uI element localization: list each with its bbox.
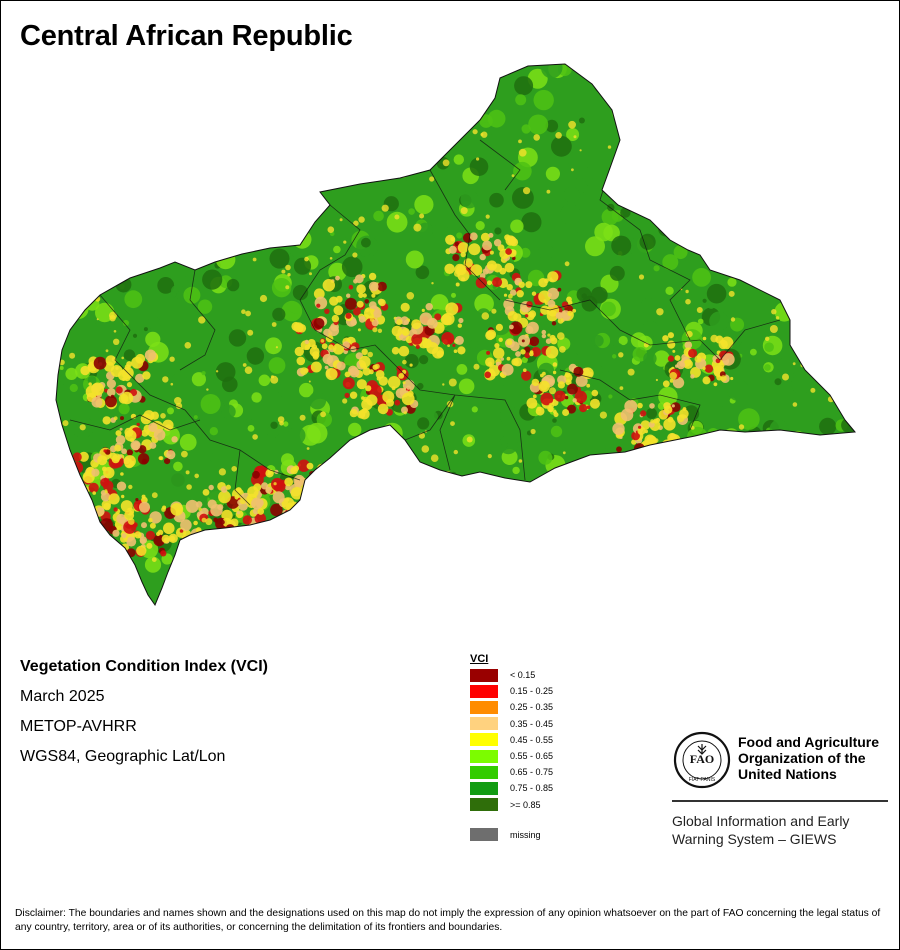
legend-item-missing: missing [470, 827, 553, 843]
date-label: March 2025 [20, 688, 105, 705]
legend-swatch [470, 798, 498, 812]
fao-name-line-1: Food and Agriculture [738, 734, 880, 750]
legend-item: 0.25 - 0.35 [470, 699, 553, 715]
legend-swatch [470, 733, 498, 747]
fao-divider [672, 800, 888, 802]
legend-swatch [470, 668, 498, 682]
legend-label-missing: missing [510, 829, 541, 840]
disclaimer: Disclaimer: The boundaries and names sho… [15, 908, 881, 933]
legend-label: 0.65 - 0.75 [510, 767, 554, 778]
legend-swatch [470, 684, 498, 698]
legend-item: < 0.15 [470, 667, 553, 683]
legend-swatch-missing [470, 828, 498, 842]
legend-swatch [470, 700, 498, 714]
admin-boundaries [69, 139, 781, 506]
legend-item: >= 0.85 [470, 797, 553, 813]
fao-name-line-3: United Nations [738, 766, 837, 782]
index-name: Vegetation Condition Index (VCI) [20, 658, 268, 675]
legend-item: 0.55 - 0.65 [470, 748, 553, 764]
fao-logo-text: FAO [690, 752, 714, 766]
giews-line-1: Global Information and Early [672, 813, 850, 829]
sensor-label: METOP-AVHRR [20, 718, 137, 735]
legend-item: 0.15 - 0.25 [470, 683, 553, 699]
legend-title: VCI [470, 653, 489, 665]
legend-item: 0.45 - 0.55 [470, 732, 553, 748]
projection-label: WGS84, Geographic Lat/Lon [20, 748, 226, 765]
vci-map [55, 63, 856, 606]
fao-name-line-2: Organization of the [738, 750, 866, 766]
legend-label: 0.75 - 0.85 [510, 783, 554, 794]
legend-label: 0.15 - 0.25 [510, 686, 554, 697]
legend-item: 0.75 - 0.85 [470, 780, 553, 796]
legend-label: >= 0.85 [510, 799, 541, 810]
fao-name: Food and Agriculture Organization of the… [738, 734, 898, 782]
giews-text: Global Information and Early Warning Sys… [672, 812, 900, 848]
legend: VCI < 0.15 0.15 - 0.25 0.25 - 0.35 0.35 - 0… [470, 653, 553, 843]
fao-logo-motto: FIAT PANIS [689, 777, 716, 783]
legend-label: 0.35 - 0.45 [510, 718, 554, 729]
legend-item: 0.35 - 0.45 [470, 716, 553, 732]
legend-label: 0.55 - 0.65 [510, 751, 554, 762]
legend-item: 0.65 - 0.75 [470, 764, 553, 780]
legend-swatch [470, 749, 498, 763]
legend-swatch [470, 765, 498, 779]
legend-swatch [470, 781, 498, 795]
fao-logo-icon: FAO FIAT PANIS [673, 731, 731, 789]
map-title: Central African Republic [20, 20, 353, 52]
map-info: Vegetation Condition Index (VCI) March 2… [20, 656, 268, 776]
giews-line-2: Warning System – GIEWS [672, 831, 837, 847]
legend-swatch [470, 717, 498, 731]
legend-label: 0.45 - 0.55 [510, 734, 554, 745]
legend-label: 0.25 - 0.35 [510, 702, 554, 713]
legend-label: < 0.15 [510, 670, 536, 681]
